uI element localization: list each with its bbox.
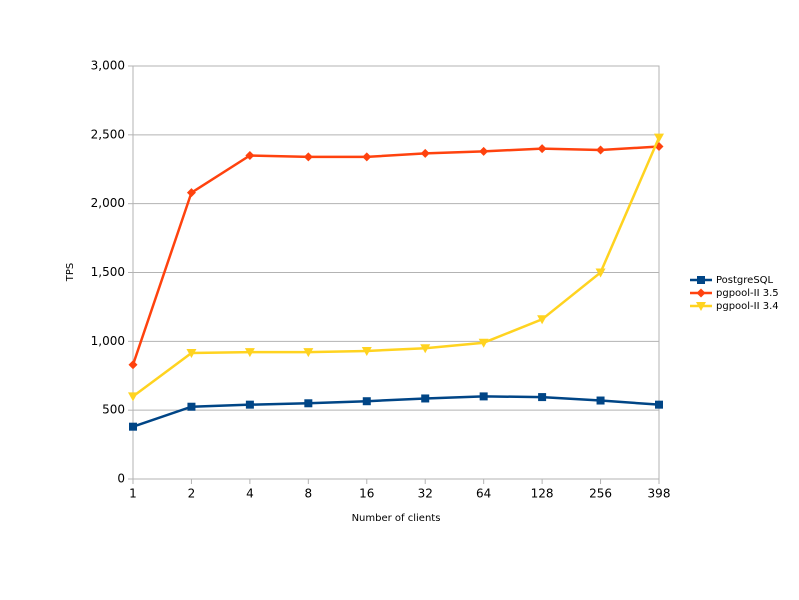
y-tick-label: 1,500 xyxy=(91,265,125,279)
x-tick-label: 4 xyxy=(246,487,254,501)
marker xyxy=(128,360,138,370)
marker xyxy=(537,315,548,325)
plot-frame xyxy=(132,65,660,480)
y-tick-label: 1,000 xyxy=(91,334,125,348)
x-tick-label: 256 xyxy=(589,487,612,501)
marker xyxy=(304,399,313,408)
legend-label: PostgreSQL xyxy=(716,275,774,286)
marker xyxy=(362,152,372,162)
y-tick-label: 2,500 xyxy=(91,127,125,141)
y-axis-title: TPS xyxy=(65,263,76,283)
marker xyxy=(537,144,547,154)
marker xyxy=(479,392,488,401)
x-tick-label: 16 xyxy=(359,487,374,501)
marker xyxy=(303,348,314,358)
marker xyxy=(479,146,489,156)
marker xyxy=(129,422,137,431)
y-tick-label: 500 xyxy=(102,403,125,417)
marker xyxy=(595,268,606,278)
x-tick-label: 8 xyxy=(305,487,313,501)
legend-label: pgpool-II 3.5 xyxy=(716,288,779,299)
marker xyxy=(596,396,605,405)
marker xyxy=(244,348,255,358)
x-tick-label: 32 xyxy=(418,487,433,501)
y-tick-label: 0 xyxy=(117,472,125,486)
marker xyxy=(245,400,254,409)
series-line xyxy=(132,137,661,398)
marker xyxy=(245,150,255,160)
y-tick-label: 2,000 xyxy=(91,196,125,210)
marker xyxy=(478,338,489,348)
marker xyxy=(361,346,372,356)
marker xyxy=(696,302,706,311)
marker xyxy=(596,145,606,155)
marker xyxy=(187,402,196,411)
x-axis-title: Number of clients xyxy=(352,513,441,524)
marker xyxy=(696,288,706,298)
y-tick-label: 3,000 xyxy=(91,59,125,73)
marker xyxy=(420,148,430,158)
legend-label: pgpool-II 3.4 xyxy=(716,301,779,312)
marker xyxy=(303,152,313,162)
series-line xyxy=(132,395,660,428)
marker xyxy=(697,276,705,284)
series-line xyxy=(131,145,660,366)
marker xyxy=(128,392,138,402)
marker xyxy=(538,393,547,402)
x-tick-label: 64 xyxy=(476,487,491,501)
x-tick-label: 2 xyxy=(188,487,196,501)
marker xyxy=(420,344,431,354)
marker xyxy=(186,349,197,359)
x-tick-label: 398 xyxy=(648,487,671,501)
marker xyxy=(655,400,663,409)
marker xyxy=(654,133,664,143)
x-tick-label: 1 xyxy=(129,487,137,501)
marker xyxy=(186,188,196,198)
marker xyxy=(362,397,371,406)
marker xyxy=(421,394,430,403)
x-tick-label: 128 xyxy=(531,487,554,501)
